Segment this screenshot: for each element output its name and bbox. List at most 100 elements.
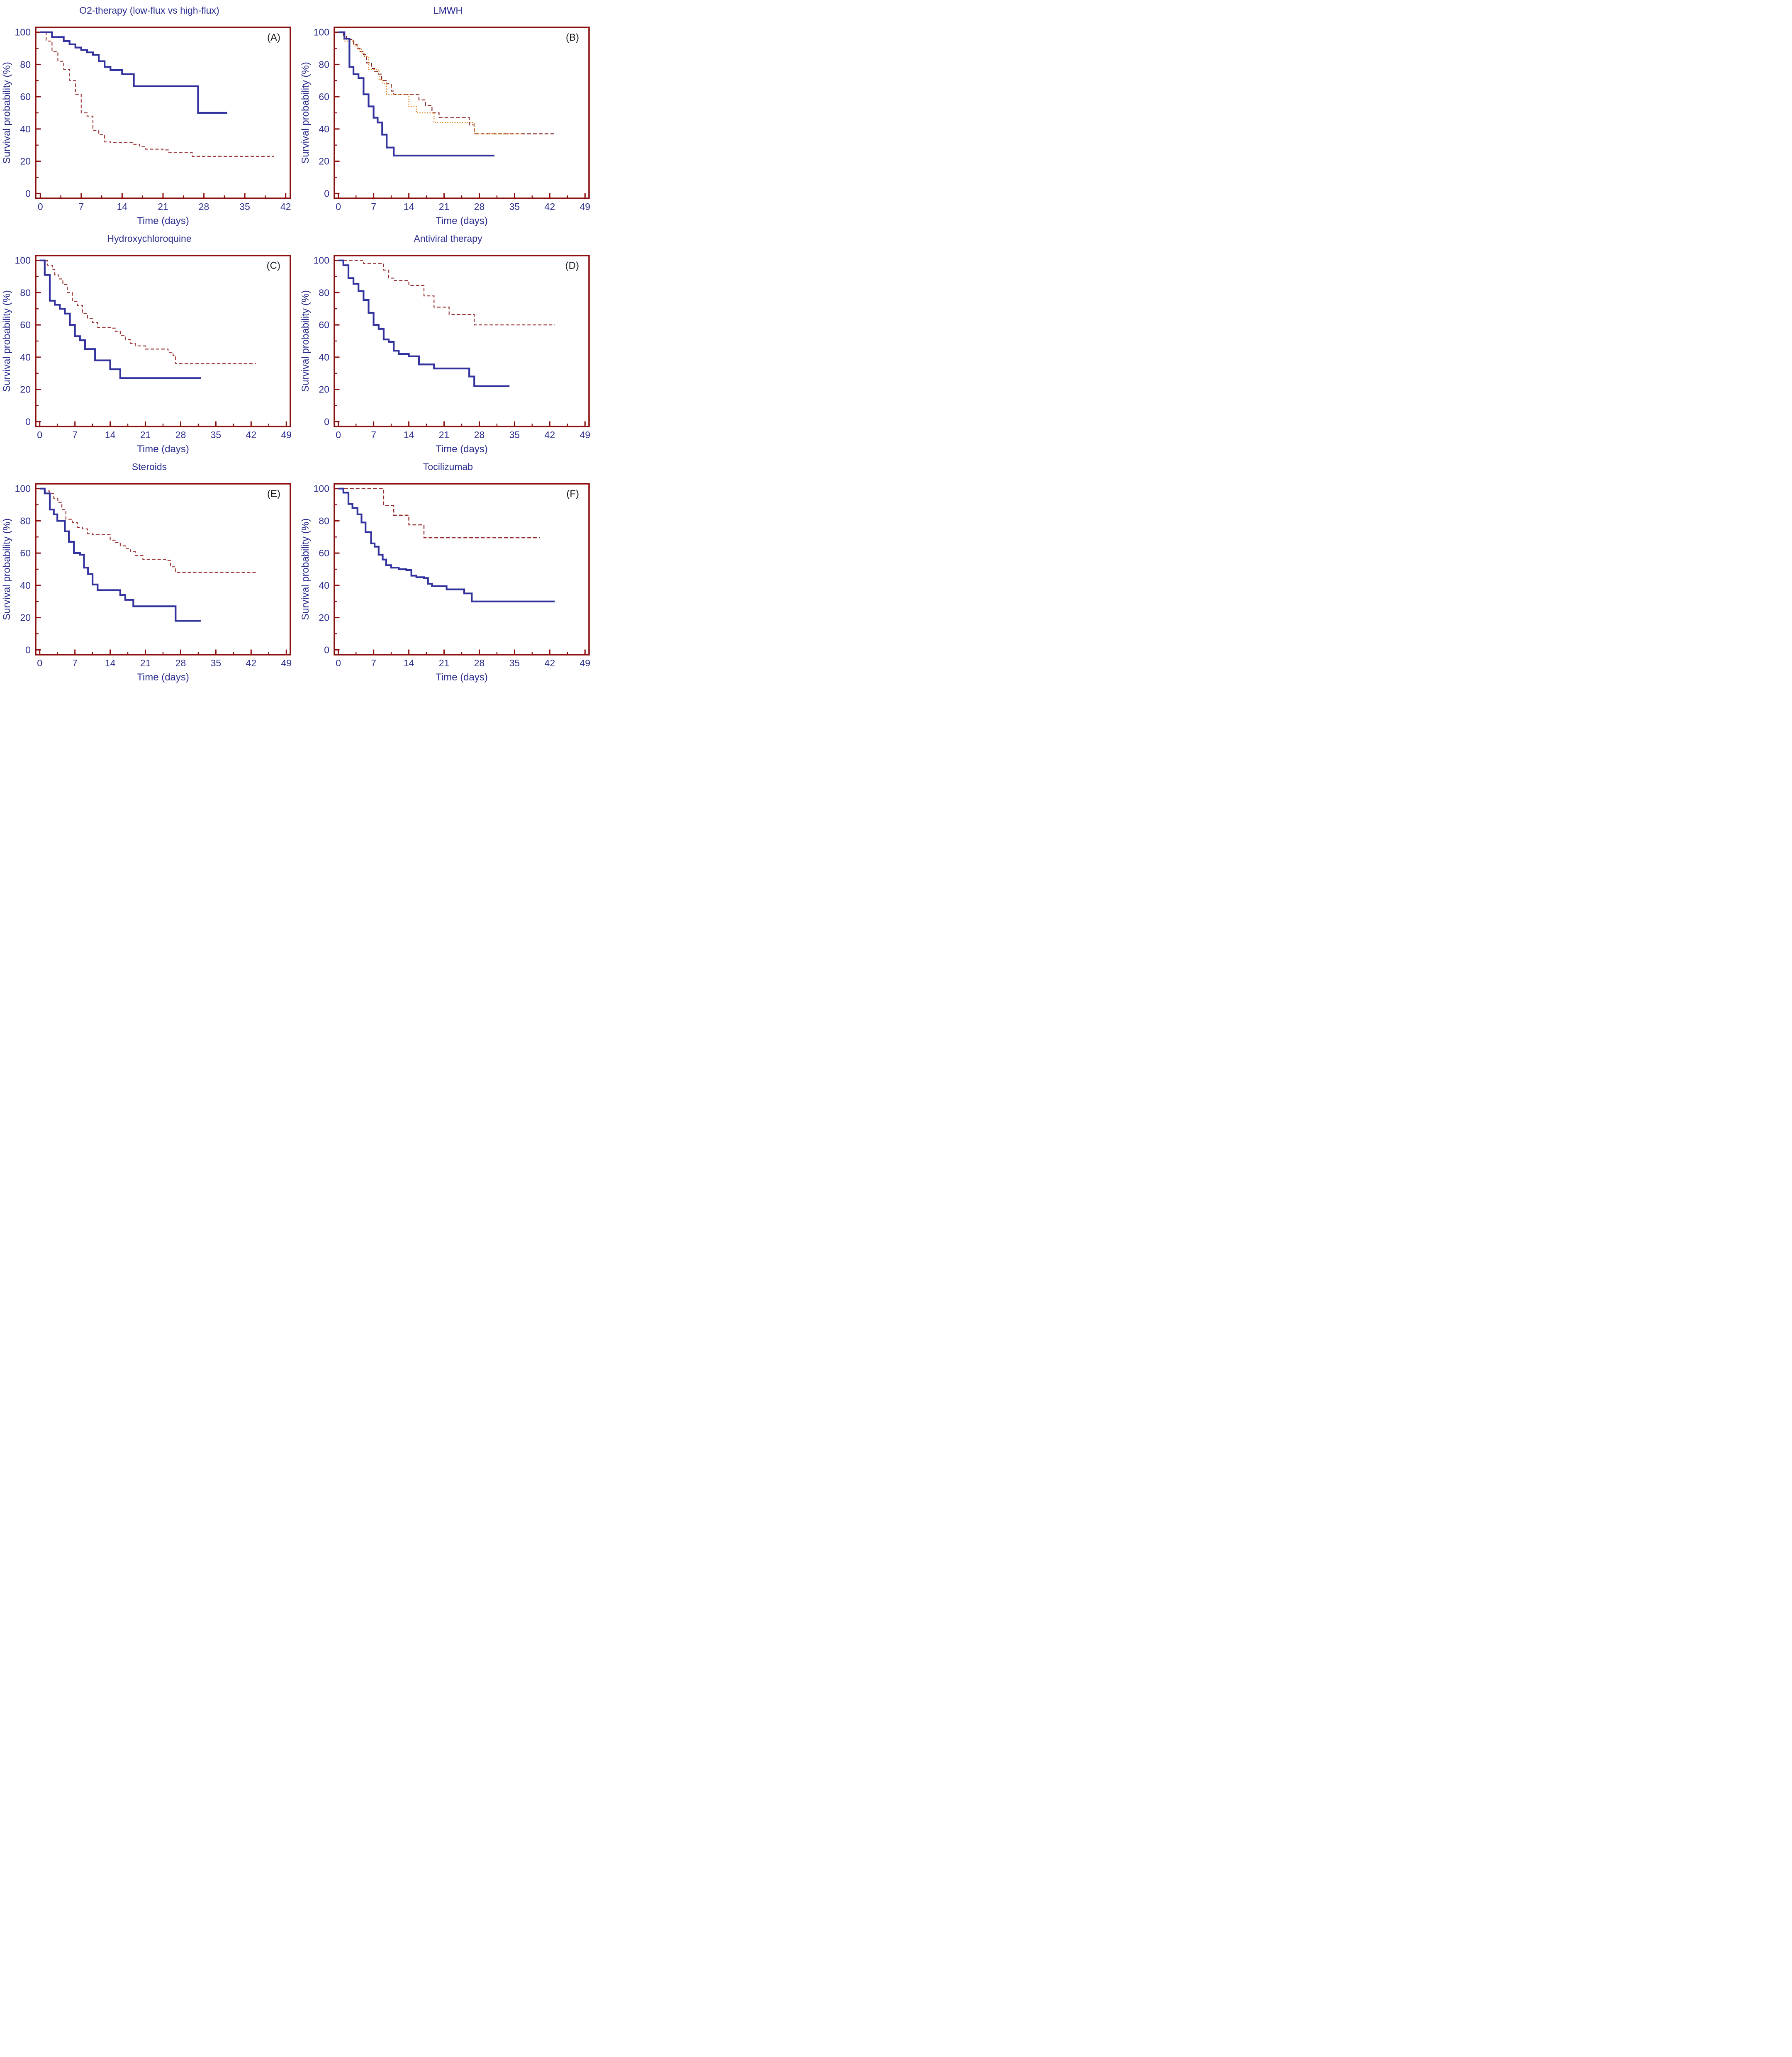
y-tick-label: 40 [20, 352, 31, 363]
plot-area: 0 7 14 21 28 35 42 49 0 20 40 60 80 100 [15, 483, 292, 668]
km-curve-solid-blue [39, 259, 201, 379]
x-tick-label: 28 [175, 658, 186, 668]
panel-F-title: Tocilizumab [423, 461, 473, 472]
panel-letter: (C) [267, 260, 280, 271]
x-tick-label: 35 [509, 201, 520, 212]
plot-area: 0 7 14 21 28 35 42 49 0 20 40 60 80 100 [314, 483, 590, 668]
x-tick-label: 35 [509, 429, 520, 440]
x-tick-label: 49 [281, 658, 292, 668]
y-tick-label: 60 [20, 91, 31, 102]
panel-letter: (D) [565, 260, 579, 271]
panel-A: O2-therapy (low-flux vs high-flux) Survi… [0, 0, 299, 228]
x-tick-label: 21 [439, 201, 450, 212]
x-tick-label: 0 [37, 429, 42, 440]
x-tick-label: 0 [38, 201, 43, 212]
panel-letter: (E) [267, 488, 280, 500]
panel-B-chart: Survival probability (%) Time (days) (B)… [300, 27, 590, 227]
x-tick-label: 28 [199, 201, 209, 212]
x-tick-label: 21 [439, 429, 450, 440]
x-tick-label: 14 [117, 201, 128, 212]
x-tick-label: 14 [105, 658, 116, 668]
x-tick-label: 14 [404, 658, 414, 668]
y-tick-label: 40 [319, 352, 329, 363]
x-tick-label: 42 [246, 429, 257, 440]
y-tick-label: 0 [25, 416, 31, 427]
x-tick-label: 42 [545, 201, 555, 212]
x-tick-label: 14 [404, 201, 414, 212]
y-axis-label: Survival probability (%) [1, 290, 12, 392]
x-tick-label: 35 [211, 658, 222, 668]
panel-B: LMWH Survival probability (%) Time (days… [299, 0, 597, 228]
km-curve-dashed-red [40, 32, 274, 157]
x-tick-label: 7 [72, 658, 78, 668]
x-tick-label: 21 [439, 658, 450, 668]
plot-area: 0 7 14 21 28 35 42 0 20 40 60 80 100 [15, 27, 291, 212]
panel-D: Antiviral therapy Survival probability (… [299, 228, 597, 456]
x-tick-label: 35 [509, 658, 520, 668]
km-curve-solid-blue [338, 487, 555, 602]
y-tick-label: 60 [20, 548, 31, 558]
x-tick-label: 42 [246, 658, 257, 668]
y-tick-label: 40 [20, 124, 31, 134]
y-tick-label: 100 [314, 255, 329, 266]
y-tick-label: 80 [319, 515, 329, 526]
y-axis-label: Survival probability (%) [1, 518, 12, 620]
y-axis-label: Survival probability (%) [300, 290, 311, 392]
x-tick-label: 0 [336, 201, 341, 212]
y-tick-label: 80 [319, 287, 329, 298]
x-tick-label: 35 [239, 201, 250, 212]
y-axis-label: Survival probability (%) [1, 62, 12, 163]
km-curve-dotted-orange [338, 32, 522, 134]
x-tick-label: 21 [158, 201, 168, 212]
x-tick-label: 49 [281, 429, 292, 440]
plot-frame [35, 255, 291, 427]
panel-E-title: Steroids [131, 461, 167, 472]
y-tick-label: 100 [314, 483, 329, 494]
plot-frame [334, 255, 590, 427]
plot-area: 0 7 14 21 28 35 42 49 0 20 40 60 80 100 [314, 255, 590, 440]
km-curve-solid-blue [39, 487, 201, 622]
panel-letter: (B) [566, 32, 579, 43]
y-tick-label: 80 [20, 287, 31, 298]
x-tick-label: 49 [579, 658, 590, 668]
x-tick-label: 28 [474, 429, 485, 440]
km-curve-solid-blue [338, 31, 494, 157]
x-tick-label: 49 [579, 201, 590, 212]
y-tick-label: 20 [319, 612, 329, 623]
y-tick-label: 80 [20, 515, 31, 526]
panel-F-chart: Survival probability (%) Time (days) (F)… [300, 483, 590, 683]
y-tick-label: 0 [324, 644, 329, 655]
x-tick-label: 14 [404, 429, 414, 440]
y-tick-label: 100 [15, 27, 31, 38]
y-tick-label: 40 [20, 580, 31, 591]
y-tick-label: 100 [314, 27, 329, 38]
x-axis-label: Time (days) [436, 672, 488, 683]
panel-B-title: LMWH [433, 5, 463, 16]
km-curve-solid-blue [338, 259, 510, 387]
plot-frame [334, 483, 590, 656]
y-tick-label: 60 [20, 319, 31, 330]
y-tick-label: 100 [15, 483, 31, 494]
km-curve-solid-blue [40, 31, 227, 114]
y-axis-label: Survival probability (%) [300, 518, 311, 620]
y-tick-label: 40 [319, 580, 329, 591]
panel-F: Tocilizumab Survival probability (%) Tim… [299, 456, 597, 685]
plot-frame [334, 27, 590, 199]
panel-C: Hydroxychloroquine Survival probability … [0, 228, 299, 456]
x-tick-label: 0 [336, 429, 341, 440]
x-tick-label: 0 [37, 658, 42, 668]
y-tick-label: 80 [20, 59, 31, 70]
x-tick-label: 7 [78, 201, 84, 212]
x-axis-label: Time (days) [137, 444, 189, 455]
panel-D-chart: Survival probability (%) Time (days) (D)… [300, 255, 590, 455]
panel-C-title: Hydroxychloroquine [107, 233, 192, 244]
km-curve-dashed-red [39, 260, 256, 364]
panel-letter: (F) [566, 488, 579, 500]
x-axis-label: Time (days) [436, 215, 488, 227]
x-tick-label: 35 [211, 429, 222, 440]
x-tick-label: 7 [72, 429, 78, 440]
km-survival-figure: O2-therapy (low-flux vs high-flux) Survi… [0, 0, 597, 685]
y-axis-label: Survival probability (%) [300, 62, 311, 163]
y-tick-label: 60 [319, 548, 329, 558]
y-tick-label: 20 [20, 384, 31, 395]
